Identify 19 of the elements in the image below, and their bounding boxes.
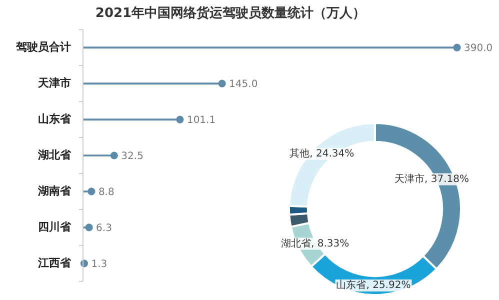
data-label: 1.3 — [91, 259, 108, 270]
data-label: 145.0 — [229, 79, 258, 90]
data-label: 390.0 — [464, 43, 493, 54]
data-label: 32.5 — [121, 151, 144, 162]
y-tick-label: 江西省 — [37, 256, 72, 270]
slice-label: 湖北省, 8.33% — [281, 237, 350, 250]
slice-label: 其他, 24.34% — [290, 148, 354, 160]
slice-label: 山东省, 25.92% — [336, 279, 411, 292]
chart-title: 2021年中国网络货运驾驶员数量统计（万人） — [95, 5, 366, 22]
y-tick-label: 湖北省 — [37, 148, 72, 162]
y-tick-label: 山东省 — [38, 112, 72, 126]
y-tick-label: 湖南省 — [37, 184, 72, 198]
y-tick-label: 天津市 — [37, 76, 71, 90]
y-tick-label: 四川省 — [38, 220, 72, 234]
data-label: 6.3 — [96, 223, 112, 234]
y-tick-label: 驾驶员合计 — [15, 40, 71, 54]
data-label: 101.1 — [186, 115, 216, 126]
slice-label: 天津市, 37.18% — [394, 172, 470, 185]
data-label: 8.8 — [98, 187, 114, 198]
